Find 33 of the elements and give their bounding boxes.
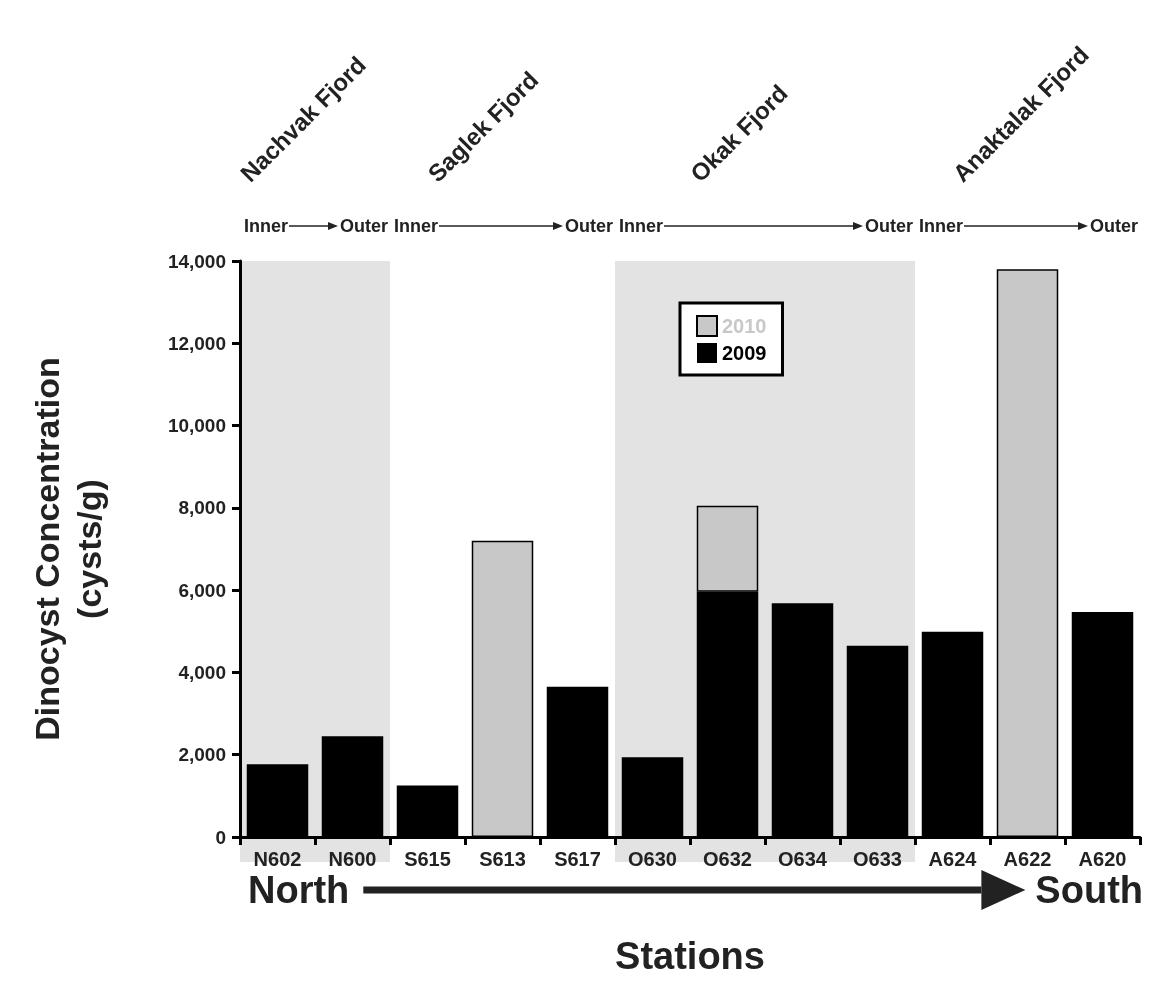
- text: Outer: [339, 216, 388, 236]
- text: North: [248, 869, 350, 911]
- text: South: [1035, 869, 1143, 911]
- x-tick-label: S615: [404, 848, 451, 870]
- text: Inner: [394, 216, 439, 236]
- text: Inner: [244, 216, 289, 236]
- x-tick-label: S617: [554, 848, 601, 870]
- text: Outer: [1089, 216, 1138, 236]
- y-tick-label: 10,000: [167, 415, 226, 437]
- y-tick-label: 2,000: [178, 744, 226, 766]
- x-tick-label: O633: [853, 848, 902, 870]
- x-tick-label: A620: [1078, 848, 1127, 870]
- x-tick-label: O634: [778, 848, 828, 870]
- y-tick-label: 4,000: [178, 661, 226, 683]
- y-tick-label: 14,000: [167, 250, 226, 272]
- text: Inner: [619, 216, 664, 236]
- x-tick-label: N600: [328, 848, 377, 870]
- text: Inner: [919, 216, 964, 236]
- y-axis-title: Dinocyst Concentration (cysts/g): [28, 357, 108, 741]
- x-tick-label: N602: [253, 848, 302, 870]
- x-axis-title: Stations: [615, 935, 765, 977]
- text: Outer: [564, 216, 613, 236]
- x-tick-label: A622: [1003, 848, 1052, 870]
- y-tick-label: 0: [215, 826, 226, 848]
- x-tick-label: O632: [703, 848, 752, 870]
- y-tick-label: 12,000: [167, 332, 226, 354]
- y-tick-label: 8,000: [178, 497, 226, 519]
- text: Outer: [864, 216, 913, 236]
- legend-label: 2009: [722, 342, 767, 364]
- x-tick-label: S613: [479, 848, 526, 870]
- x-tick-label: O630: [628, 848, 677, 870]
- y-tick-label: 6,000: [178, 579, 226, 601]
- x-tick-label: A624: [928, 848, 978, 870]
